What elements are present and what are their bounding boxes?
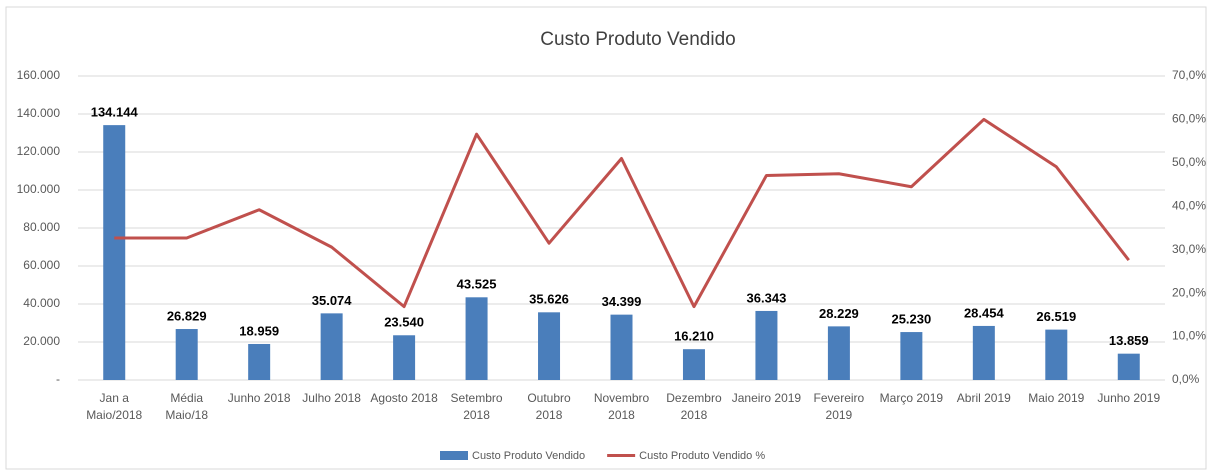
x-tick-label: Dezembro 2018 [666, 391, 722, 422]
x-tick-label: Junho 2018 [227, 391, 291, 405]
data-label: 23.540 [384, 315, 424, 330]
y-tick-label: 120.000 [17, 144, 61, 158]
chart-title: Custo Produto Vendido [540, 29, 735, 50]
x-tick-label: Julho 2018 [302, 391, 361, 405]
y2-tick-label: 0,0% [1172, 372, 1200, 386]
bar [320, 313, 343, 380]
bar [393, 335, 416, 380]
bar [1045, 329, 1068, 380]
legend-label: Custo Produto Vendido [472, 450, 585, 462]
x-tick-label: Maio 2019 [1028, 391, 1085, 405]
bar [1117, 353, 1140, 380]
y-tick-label: 40.000 [23, 296, 60, 310]
data-label: 43.525 [457, 277, 497, 292]
x-tick-label: Fevereiro 2019 [813, 391, 865, 422]
data-label: 35.074 [312, 293, 353, 308]
y2-tick-label: 50,0% [1172, 155, 1206, 169]
bar [972, 325, 995, 380]
x-tick-label: Novembro 2018 [593, 391, 650, 422]
y2-tick-label: 10,0% [1172, 329, 1206, 343]
data-label: 34.399 [602, 294, 642, 309]
data-label: 26.519 [1036, 309, 1076, 324]
y2-tick-label: 30,0% [1172, 242, 1206, 256]
y2-tick-label: 40,0% [1172, 198, 1206, 212]
x-tick-label: Agosto 2018 [370, 391, 438, 405]
y2-tick-label: 60,0% [1172, 112, 1206, 126]
data-label: 13.859 [1109, 333, 1149, 348]
x-tick-label: Média Maio/18 [165, 391, 209, 422]
bar [538, 312, 561, 380]
x-tick-label: Junho 2019 [1097, 391, 1161, 405]
chart-border [5, 6, 1207, 470]
y-tick-label: 80.000 [23, 220, 60, 234]
data-label: 36.343 [747, 290, 787, 305]
y-tick-label: 160.000 [17, 68, 61, 82]
data-label: 28.229 [819, 306, 859, 321]
bar [682, 349, 705, 380]
bar [900, 332, 923, 380]
bar [175, 329, 198, 380]
bar [755, 310, 778, 380]
bar [827, 326, 850, 380]
legend-swatch [440, 451, 468, 460]
bar [465, 297, 488, 380]
data-label: 18.959 [239, 323, 279, 338]
y-tick-label: 20.000 [23, 334, 60, 348]
y-tick-label: - [56, 372, 60, 386]
legend-label: Custo Produto Vendido % [639, 450, 765, 462]
bar [248, 343, 271, 380]
bar [610, 314, 633, 380]
data-label: 134.144 [91, 105, 139, 120]
y2-tick-label: 20,0% [1172, 285, 1206, 299]
x-tick-label: Jan a Maio/2018 [86, 391, 143, 422]
x-tick-label: Outubro 2018 [527, 391, 571, 422]
x-tick-label: Janeiro 2019 [731, 391, 802, 405]
y2-tick-label: 70,0% [1172, 68, 1206, 82]
data-label: 35.626 [529, 292, 569, 307]
y-tick-label: 60.000 [23, 258, 60, 272]
x-tick-label: Março 2019 [879, 391, 944, 405]
x-tick-label: Setembro 2018 [450, 391, 503, 422]
line [114, 117, 1130, 309]
y-tick-label: 140.000 [17, 106, 61, 120]
data-label: 25.230 [891, 312, 931, 327]
x-tick-label: Abril 2019 [956, 391, 1011, 405]
bar [103, 125, 126, 380]
data-label: 16.210 [674, 329, 714, 344]
y-tick-label: 100.000 [17, 182, 61, 196]
data-label: 26.829 [167, 308, 207, 323]
data-label: 28.454 [964, 305, 1005, 320]
